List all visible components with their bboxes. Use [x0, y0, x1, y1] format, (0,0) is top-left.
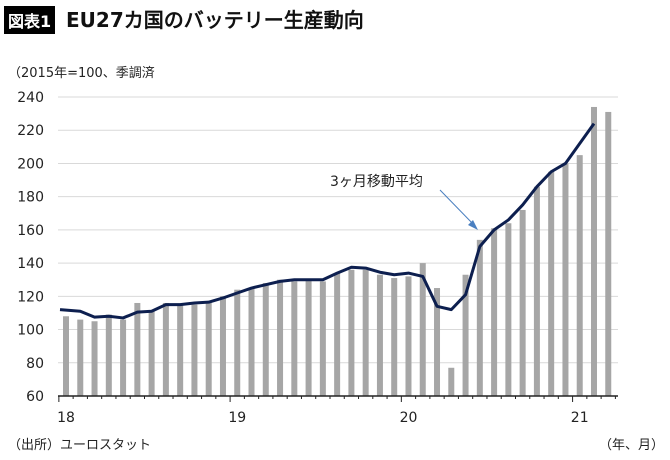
- x-tick-label: 20: [400, 410, 418, 426]
- x-tick-label: 21: [571, 410, 589, 426]
- x-tick-label: 19: [228, 410, 246, 426]
- bar: [277, 279, 284, 396]
- bar: [134, 302, 141, 396]
- y-tick-label: 80: [26, 356, 44, 372]
- bar: [91, 321, 98, 396]
- moving-average-line: [59, 122, 596, 320]
- bar: [77, 319, 84, 396]
- bar: [219, 296, 226, 396]
- bar: [519, 209, 526, 396]
- y-tick-label: 200: [17, 156, 44, 172]
- bar: [262, 283, 269, 396]
- chart-title: EU27カ国のバッテリー生産動向: [66, 8, 364, 32]
- x-unit-label: （年、月）: [598, 438, 664, 453]
- y-tick-label: 140: [17, 256, 44, 272]
- bar: [548, 171, 555, 396]
- bar: [376, 274, 383, 396]
- bar: [305, 279, 312, 396]
- bar: [405, 276, 412, 396]
- bar: [576, 155, 583, 396]
- bar: [148, 311, 155, 396]
- y-tick-label: 120: [17, 289, 44, 305]
- y-tick-label: 60: [26, 389, 44, 405]
- bar: [234, 289, 241, 396]
- bar: [291, 281, 298, 396]
- bar: [120, 319, 127, 396]
- line-annotation: 3ヶ月移動平均: [330, 174, 423, 190]
- bar: [162, 302, 169, 396]
- y-tick-label: 220: [17, 123, 44, 139]
- bar: [319, 281, 326, 396]
- unit-note: （2015年=100、季調済: [8, 66, 155, 81]
- annotation-arrow: [439, 189, 476, 227]
- bar: [205, 301, 212, 396]
- y-tick-label: 240: [17, 90, 44, 106]
- bar: [590, 106, 597, 396]
- bar: [562, 163, 569, 396]
- figure-badge: 図表1: [4, 6, 56, 34]
- bar: [505, 223, 512, 396]
- bar: [476, 239, 483, 396]
- bar: [533, 186, 540, 396]
- bar: [434, 288, 441, 396]
- bar: [248, 288, 255, 396]
- bar: [491, 228, 498, 396]
- bar: [605, 111, 612, 396]
- bar: [105, 314, 112, 396]
- x-tick-label: 18: [57, 410, 75, 426]
- y-tick-label: 180: [17, 190, 44, 206]
- bar: [462, 274, 469, 396]
- bar: [391, 278, 398, 396]
- bar: [177, 304, 184, 396]
- bar: [191, 304, 198, 396]
- annotation-arrowhead: [468, 220, 478, 230]
- bar: [448, 367, 455, 396]
- y-tick-label: 100: [17, 323, 44, 339]
- bar: [362, 269, 369, 396]
- bar: [348, 269, 355, 396]
- bar: [334, 273, 341, 396]
- source-note: （出所）ユーロスタット: [8, 438, 152, 453]
- bar: [63, 316, 69, 396]
- y-tick-label: 160: [17, 223, 44, 239]
- bar: [419, 263, 426, 396]
